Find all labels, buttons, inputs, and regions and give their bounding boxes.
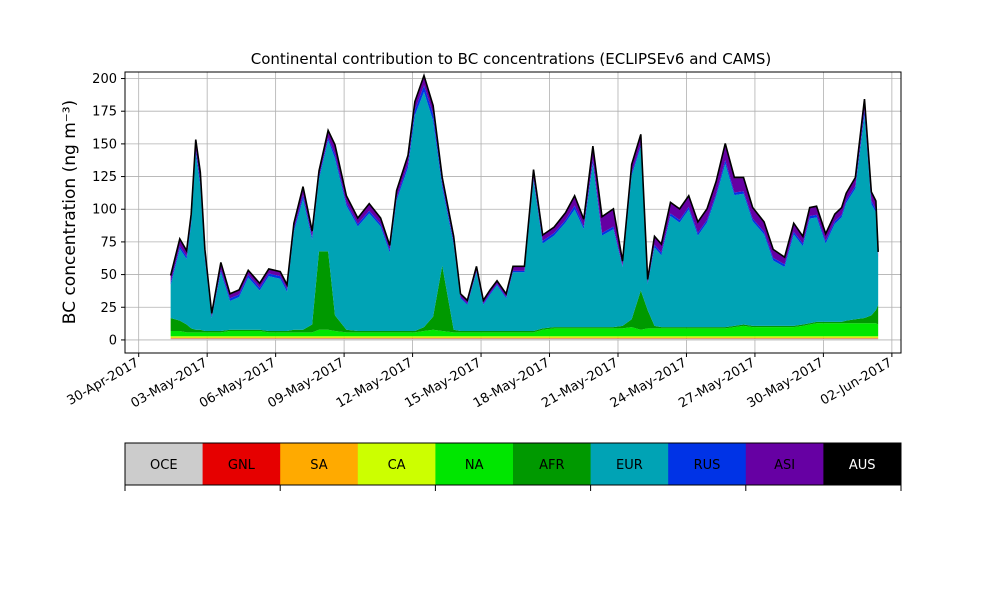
- area-series-ca: [170, 336, 879, 338]
- area-series-afr: [170, 251, 879, 333]
- legend-colorbar: OCE GNL SA CA NA AFR EUR RUS ASI AUS: [124, 442, 902, 491]
- total-outline: [169, 72, 879, 314]
- area-series-na: [170, 323, 879, 337]
- y-tick-label-0: 0: [109, 333, 117, 348]
- legend-label-eur: EUR: [616, 458, 643, 473]
- y-tick-label-7: 175: [92, 105, 117, 120]
- y-axis-ticks: 0 25 50 75 100 125 150 175 200: [92, 72, 125, 348]
- legend-swatch-sa: [280, 443, 359, 485]
- legend-label-na: NA: [465, 458, 484, 473]
- legend-label-afr: AFR: [539, 458, 564, 473]
- area-series-asi: [170, 76, 879, 317]
- x-tick-label-2: 06-May-2017: [197, 355, 279, 411]
- legend-swatch-afr: [513, 443, 592, 485]
- y-tick-label-6: 150: [92, 137, 117, 152]
- legend-swatch-rus: [668, 443, 747, 485]
- legend-swatch-ca: [357, 443, 436, 485]
- legend-label-aus: AUS: [849, 458, 876, 473]
- stacked-area-series: [170, 75, 879, 340]
- area-series-eur: [170, 91, 879, 332]
- y-tick-label-4: 100: [92, 203, 117, 218]
- y-tick-label-1: 25: [100, 301, 117, 316]
- legend-swatch-na: [435, 443, 514, 485]
- y-axis-label: BC concentration (ng m⁻³): [60, 100, 80, 324]
- y-tick-label-2: 50: [100, 268, 117, 283]
- total-line: [169, 72, 879, 314]
- legend-label-asi: ASI: [774, 458, 795, 473]
- area-series-rus: [170, 85, 879, 318]
- legend-label-oce: OCE: [150, 458, 178, 473]
- legend-label-sa: SA: [310, 458, 327, 473]
- x-tick-label-4: 12-May-2017: [334, 355, 416, 411]
- legend-swatch-eur: [590, 443, 669, 485]
- area-series-oce: [170, 338, 879, 340]
- legend-swatch-asi: [745, 443, 824, 485]
- x-tick-label-3: 09-May-2017: [265, 355, 347, 411]
- legend-swatch-oce: [125, 443, 204, 485]
- x-tick-label-10: 30-May-2017: [745, 355, 827, 411]
- x-tick-label-7: 21-May-2017: [539, 355, 621, 411]
- y-tick-label-8: 200: [92, 72, 117, 87]
- x-tick-label-6: 18-May-2017: [471, 355, 553, 411]
- y-tick-label-5: 125: [92, 170, 117, 185]
- legend-label-rus: RUS: [694, 458, 721, 473]
- x-tick-label-5: 15-May-2017: [402, 355, 484, 411]
- x-tick-label-9: 27-May-2017: [676, 355, 758, 411]
- plot-frame: [124, 71, 902, 354]
- y-tick-label-3: 75: [100, 235, 117, 250]
- x-tick-label-11: 02-Jun-2017: [818, 355, 895, 408]
- x-axis-ticks: 30-Apr-201703-May-201706-May-201709-May-…: [65, 353, 895, 411]
- legend-swatch-gnl: [202, 443, 281, 485]
- legend-swatch-aus: [823, 443, 902, 485]
- x-tick-label-1: 03-May-2017: [128, 355, 210, 411]
- area-series-sa: [170, 337, 879, 339]
- x-tick-label-8: 24-May-2017: [608, 355, 690, 411]
- legend-frame: [124, 442, 902, 486]
- legend-label-ca: CA: [388, 458, 406, 473]
- chart-title: Continental contribution to BC concentra…: [251, 50, 772, 68]
- legend-label-gnl: GNL: [228, 458, 256, 473]
